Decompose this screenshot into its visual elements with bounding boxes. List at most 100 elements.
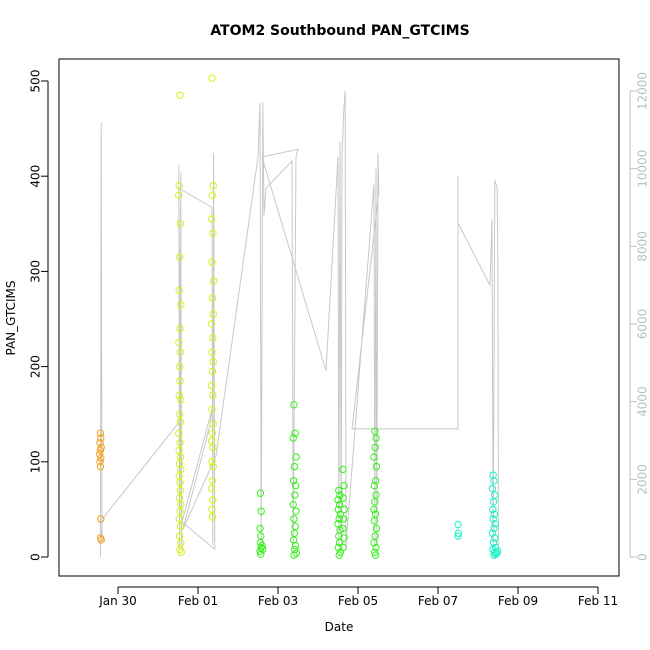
data-point <box>490 477 498 485</box>
data-point <box>209 391 217 399</box>
data-point <box>175 253 184 261</box>
data-point <box>175 191 183 199</box>
data-point <box>334 496 342 504</box>
data-point <box>290 401 298 409</box>
data-point <box>290 462 299 471</box>
data-point <box>175 515 183 523</box>
data-point <box>209 277 218 285</box>
data-point <box>175 429 183 437</box>
data-point <box>372 491 380 499</box>
data-point <box>96 446 105 455</box>
data-point <box>176 522 185 531</box>
data-point <box>339 465 347 474</box>
x-axis: Jan 30 Feb 01 Feb 03 Feb 05 Feb 07 Feb 09 Feb … <box>98 586 618 608</box>
data-point <box>372 434 380 442</box>
data-point <box>208 367 217 376</box>
x-tick-label: Feb 03 <box>258 594 298 608</box>
data-point <box>290 529 299 537</box>
data-point <box>370 517 379 525</box>
points-layer <box>95 74 502 559</box>
data-point <box>176 348 185 356</box>
data-point <box>292 453 300 461</box>
y-axis: 0 100 200 300 400 500 <box>29 70 49 561</box>
data-point <box>209 443 217 452</box>
x-tick-label: Feb 05 <box>338 594 378 608</box>
plot-frame <box>58 58 620 577</box>
data-point <box>208 74 216 82</box>
y-tick-label: 300 <box>29 260 43 283</box>
data-point <box>177 301 185 309</box>
data-point <box>291 429 299 437</box>
data-point <box>339 543 347 552</box>
data-point <box>488 484 497 493</box>
data-point <box>335 500 344 509</box>
data-point <box>370 539 378 547</box>
data-point <box>334 543 343 552</box>
data-point <box>96 458 104 466</box>
x-tick-label: Feb 09 <box>498 594 538 608</box>
data-point <box>96 439 104 447</box>
data-point <box>175 182 183 190</box>
x-tick-label: Feb 07 <box>418 594 458 608</box>
data-point <box>489 505 497 514</box>
data-point <box>256 489 265 497</box>
data-point <box>290 515 298 523</box>
data-point <box>208 294 217 302</box>
chart-title: ATOM2 Southbound PAN_GTCIMS <box>210 23 469 39</box>
data-point <box>335 539 344 547</box>
secondary-y-tick-label: 12000 <box>636 72 650 110</box>
y-tick-label: 500 <box>29 70 43 93</box>
data-point <box>176 479 184 487</box>
data-point <box>258 541 266 550</box>
data-point <box>291 491 299 499</box>
data-point <box>371 548 379 556</box>
x-tick-label: Jan 30 <box>98 594 137 608</box>
data-point <box>209 182 217 190</box>
data-point <box>257 550 265 558</box>
data-point <box>289 500 297 509</box>
data-point <box>208 477 217 485</box>
data-point <box>208 429 217 437</box>
data-point <box>176 377 184 385</box>
x-tick-label: Feb 01 <box>178 594 218 608</box>
secondary-series-line <box>99 90 499 558</box>
data-point <box>259 545 267 554</box>
data-point <box>97 536 105 544</box>
secondary-y-tick-label: 6000 <box>636 309 650 340</box>
data-point <box>454 520 462 529</box>
data-point <box>490 524 498 533</box>
x-axis-label: Date <box>325 620 354 634</box>
data-point <box>95 450 104 458</box>
data-point <box>175 391 183 399</box>
data-point <box>291 481 300 490</box>
data-point <box>176 324 184 333</box>
data-point <box>493 547 502 555</box>
data-point <box>209 358 217 366</box>
data-point <box>339 494 347 502</box>
y-tick-label: 0 <box>29 553 43 561</box>
data-point <box>175 339 183 347</box>
data-point <box>209 496 217 504</box>
data-point <box>291 545 299 554</box>
data-point <box>97 434 105 442</box>
data-point <box>339 515 348 523</box>
data-point <box>491 520 499 528</box>
secondary-y-axis: 0 2000 4000 6000 8000 10000 12000 <box>629 72 650 561</box>
data-point <box>371 477 380 485</box>
data-point <box>489 498 498 506</box>
data-point <box>370 481 379 490</box>
data-point <box>340 534 348 542</box>
y-tick-label: 400 <box>29 165 43 188</box>
data-point <box>207 320 216 328</box>
data-point <box>175 460 184 468</box>
data-point <box>208 258 216 266</box>
data-point <box>177 396 185 404</box>
data-point <box>370 453 378 461</box>
x-tick-label: Feb 11 <box>578 594 618 608</box>
data-point <box>175 286 183 295</box>
data-point <box>257 507 265 515</box>
y-tick-label: 200 <box>29 355 43 378</box>
data-point <box>97 515 105 523</box>
data-point <box>207 215 216 223</box>
